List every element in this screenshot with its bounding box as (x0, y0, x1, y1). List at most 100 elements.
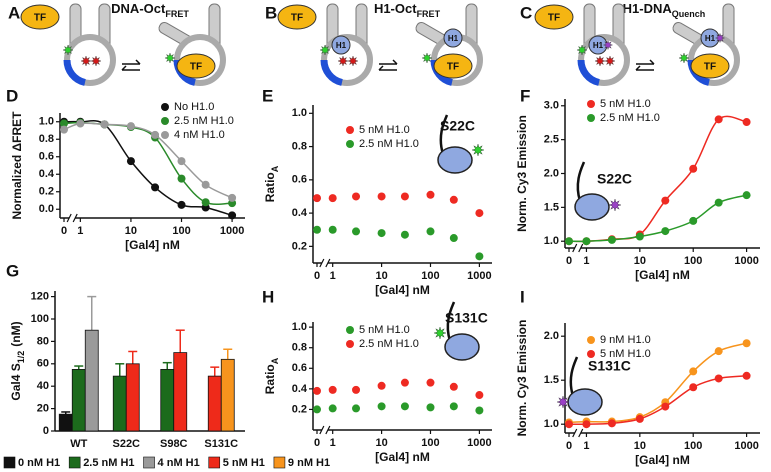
data-point (328, 225, 337, 234)
axis-break-gap (574, 245, 581, 251)
x-tick-label: 1000 (734, 255, 758, 267)
bar (84, 329, 99, 432)
panel-letter: G (6, 261, 19, 280)
data-point (352, 192, 361, 201)
inset-dna (569, 356, 579, 397)
legend-label: 2.5 nM H1.0 (600, 112, 660, 124)
tf-label: TF (34, 13, 46, 24)
legend-swatch (143, 456, 155, 469)
dna-segment (63, 59, 87, 86)
data-point (400, 192, 409, 201)
data-point (565, 237, 573, 246)
legend-label: 9 nM H1 (288, 457, 330, 469)
x-tick-label: S98C (160, 438, 188, 450)
data-point (449, 195, 458, 204)
fluor-star (556, 395, 570, 409)
legend-swatch (3, 456, 16, 469)
data-point (582, 420, 591, 429)
y-tick-label: 2.0 (544, 167, 559, 179)
legend-swatch (273, 456, 286, 469)
fluor-star (433, 326, 447, 340)
legend-label: 2.5 nM H1.0 (174, 115, 234, 127)
y-tick-label: 0.0 (39, 203, 54, 215)
x-tick-label: S131C (204, 438, 238, 450)
data-point (742, 191, 751, 200)
data-point (352, 227, 361, 236)
data-point (635, 414, 644, 423)
y-tick-label: 0.2 (292, 240, 307, 252)
data-point (742, 371, 751, 380)
fluor-star (576, 44, 588, 56)
x-tick-label: 100 (684, 255, 702, 267)
inset-label: S131C (588, 358, 631, 374)
legend-marker (587, 350, 595, 358)
x-tick-label: 10 (125, 225, 137, 237)
y-tick-label: 0.8 (292, 342, 307, 354)
legend-swatch (208, 456, 221, 469)
legend-label: 5 nM H1.0 (359, 324, 410, 336)
title-sub: FRET (417, 9, 441, 19)
diagram: TF H1-DNAQuench H1 H1 TF (534, 1, 740, 86)
data-point (328, 385, 337, 394)
data-point (313, 194, 321, 203)
data-point (689, 164, 698, 173)
fluor-star (602, 39, 614, 51)
data-point (328, 194, 337, 203)
data-point (177, 174, 186, 183)
legend-label: 5 nM H1.0 (600, 348, 651, 360)
tf-label: TF (447, 62, 459, 73)
data-point (475, 406, 484, 415)
inset-label: S22C (440, 118, 475, 134)
x-tick-label: 1000 (220, 225, 244, 237)
y-label-main: Ratio (263, 172, 277, 202)
y-tick-label: 100 (31, 313, 49, 325)
diagram: TF DNA-OctFRET TF (20, 1, 226, 86)
legend-label: 5 nM H1.0 (359, 124, 410, 136)
data-point (400, 378, 409, 387)
y-tick-label: 0.2 (292, 403, 307, 415)
inset-dna (439, 114, 449, 155)
data-point (177, 157, 186, 166)
y-tick-label: 2.5 (544, 134, 559, 146)
x-axis-label: [Gal4] nM (635, 268, 690, 282)
data-point (76, 119, 85, 128)
axis-break (66, 213, 78, 223)
fit-line (568, 115, 747, 243)
dna-segment (320, 59, 344, 86)
arrow (378, 59, 398, 71)
data-point (100, 120, 109, 129)
bar (173, 352, 188, 432)
fluor-star (337, 55, 349, 67)
data-point (126, 157, 135, 166)
y-label-main: Norm. Cy3 Emission (515, 115, 529, 232)
y-label-main: Ratio (263, 364, 277, 394)
data-point (60, 119, 68, 128)
data-point (607, 419, 616, 428)
y-tick-label: 1.0 (292, 321, 307, 333)
panel-letter: I (520, 287, 525, 306)
diagram-title: DNA-OctFRET (111, 1, 189, 19)
fluor-star (90, 55, 102, 67)
axis-break-gap (321, 260, 328, 266)
data-point (228, 193, 237, 202)
axis-break-gap (321, 427, 328, 433)
x-tick-label: 1000 (734, 440, 758, 452)
data-point (714, 374, 723, 383)
data-point (661, 227, 670, 236)
panel-letter: H (262, 287, 274, 306)
data-point (201, 180, 210, 189)
data-point (661, 196, 670, 205)
data-point (313, 405, 321, 414)
legend-label: 2.5 nM H1 (83, 457, 134, 469)
y-axis-label: Normalized ΔFRET (10, 111, 24, 220)
y-tick-label: 0 (43, 425, 49, 437)
tf (176, 53, 216, 79)
legend-marker (346, 326, 354, 334)
data-point (151, 130, 160, 139)
y-tick-label: 20 (37, 403, 49, 415)
panel-letter: D (6, 86, 18, 105)
x-tick-label: 1 (583, 440, 589, 452)
data-point (689, 383, 698, 392)
data-point (352, 404, 361, 413)
